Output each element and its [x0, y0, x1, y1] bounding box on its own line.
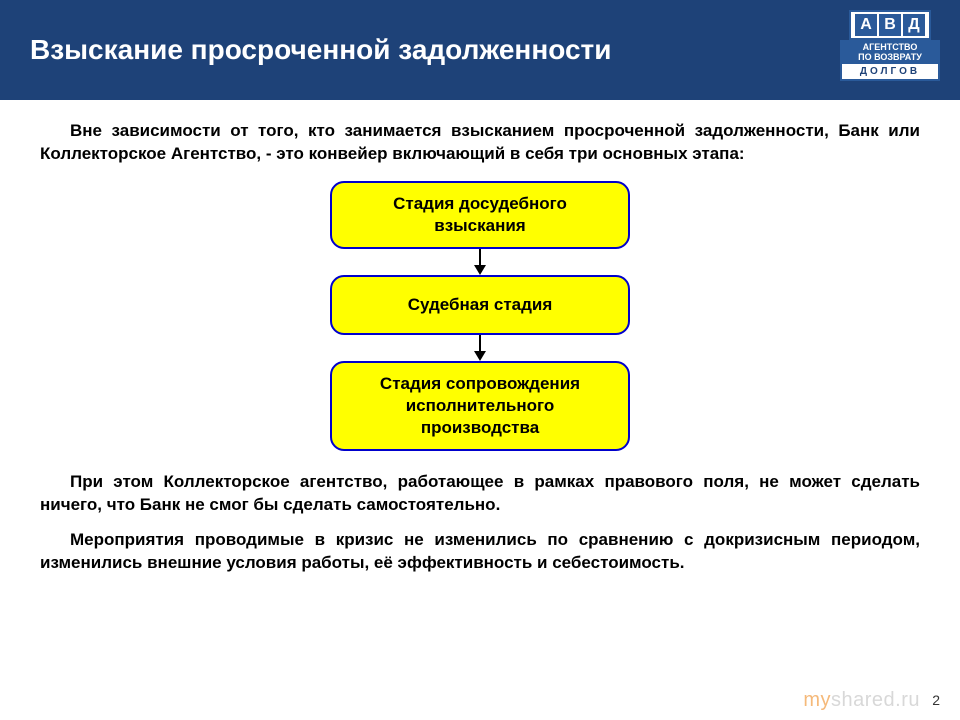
logo: А В Д АГЕНТСТВО ПО ВОЗВРАТУ ДОЛГОВ	[840, 10, 940, 81]
logo-letter: Д	[903, 14, 925, 36]
intro-paragraph: Вне зависимости от того, кто занимается …	[40, 120, 920, 166]
paragraph-2: Мероприятия проводимые в кризис не измен…	[40, 529, 920, 575]
arrow-icon	[474, 249, 486, 275]
header-band: Взыскание просроченной задолженности А В…	[0, 0, 960, 100]
logo-letters-box: А В Д	[849, 10, 931, 40]
flowchart: Стадия досудебного взыскания Судебная ст…	[40, 181, 920, 451]
stage-box-1: Стадия досудебного взыскания	[330, 181, 630, 249]
paragraph-1: При этом Коллекторское агентство, работа…	[40, 471, 920, 517]
logo-mid-text: АГЕНТСТВО ПО ВОЗВРАТУ	[840, 40, 940, 64]
content-area: Вне зависимости от того, кто занимается …	[0, 100, 960, 575]
logo-letter: В	[879, 14, 901, 36]
page-title: Взыскание просроченной задолженности	[30, 32, 611, 68]
stage-box-2: Судебная стадия	[330, 275, 630, 335]
stage-box-3: Стадия сопровождения исполнительного про…	[330, 361, 630, 451]
logo-letter: А	[855, 14, 877, 36]
page-number: 2	[932, 692, 940, 708]
logo-bottom-text: ДОЛГОВ	[840, 64, 940, 81]
arrow-icon	[474, 335, 486, 361]
watermark: myshared.ru	[803, 689, 920, 712]
